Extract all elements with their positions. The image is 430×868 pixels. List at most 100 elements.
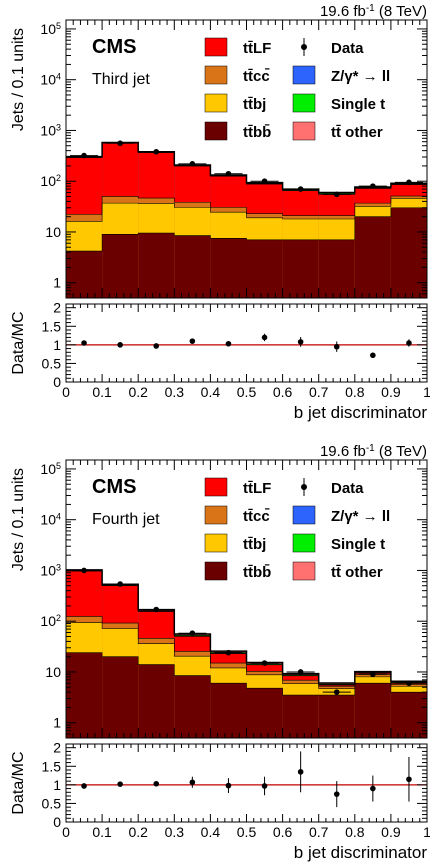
bar-ttbb-9: [390, 692, 427, 738]
ratio-panel: 00.511.520 0.1 0.2 0.3 0.4 0.5 0.6 0.7 0.8 0.9 1Da…: [10, 740, 430, 862]
bar-ttbb-2: [138, 233, 175, 298]
legend-label-3: Z/γ* → ll: [331, 68, 390, 85]
y-tick-label: 103: [40, 562, 61, 578]
panel-sublabel: Third jet: [92, 71, 150, 88]
legend-data-marker: [301, 484, 307, 490]
x-tick-label: 0.2: [128, 384, 148, 400]
x-tick-label: 0.1: [92, 384, 112, 400]
legend-label-6: tt̄bb̄: [243, 123, 271, 141]
legend-label-3: Z/γ* → ll: [331, 508, 390, 525]
ratio-y-axis-label: Data/MC: [10, 311, 27, 374]
ratio-y-tick-label: 1.5: [42, 758, 62, 774]
legend-label-2: tt̄cc̄: [243, 507, 270, 525]
bar-ttbb-7: [318, 239, 355, 298]
legend-swatch-6: [204, 121, 228, 141]
bar-ttbb-3: [174, 235, 211, 298]
stack-outline-0: [66, 207, 427, 252]
data-point-4: [225, 649, 232, 656]
y-axis-label: Jets / 0.1 units: [10, 28, 27, 131]
ratio-y-tick-label: 0.5: [42, 795, 62, 811]
data-point-9: [406, 179, 412, 186]
legend-label-5: Single t: [331, 96, 385, 113]
bar-ttbb-2: [138, 664, 175, 738]
data-point-0: [81, 152, 87, 159]
data-point-3: [189, 630, 196, 637]
experiment-label: CMS: [92, 36, 136, 58]
bar-ttbb-5: [246, 239, 283, 298]
data-point-9: [406, 680, 412, 687]
x-tick-label: 0.5: [237, 824, 257, 840]
data-point-2: [153, 606, 160, 613]
x-tick-label: 0.4: [201, 384, 221, 400]
bar-ttbb-6: [282, 695, 319, 738]
y-tick-label: 104: [40, 512, 61, 528]
x-tick-label: 0.5: [237, 384, 257, 400]
legend-label-5: Single t: [331, 536, 385, 553]
x-tick-label: 0.6: [273, 824, 293, 840]
legend-swatch-2: [204, 505, 228, 525]
bar-ttbb-1: [102, 656, 139, 738]
ratio-point-0: [81, 783, 87, 789]
x-tick-label: 0.8: [345, 384, 365, 400]
data-point-5: [261, 178, 268, 185]
legend-label-0: tt̄LF: [243, 40, 271, 57]
ratio-point-6: [297, 769, 304, 775]
bar-ttbb-1: [102, 234, 139, 298]
data-point-8: [370, 183, 376, 189]
data-point-6: [297, 186, 304, 192]
legend-label-2: tt̄cc̄: [243, 67, 270, 85]
bar-ttbb-4: [210, 238, 247, 298]
x-tick-label: 0: [62, 384, 70, 400]
data-point-4: [225, 170, 232, 177]
bar-ttbb-8: [354, 216, 391, 298]
legend-swatch-2: [204, 65, 228, 85]
ratio-point-9: [406, 776, 412, 783]
x-tick-label: 1: [423, 384, 430, 400]
x-tick-label: 0.3: [165, 384, 185, 400]
ratio-y-tick-label: 1.5: [42, 318, 62, 334]
x-tick-label: 0.9: [381, 384, 401, 400]
ratio-point-8: [370, 785, 376, 792]
stack-outline-2: [66, 195, 427, 216]
legend-swatch-7: [292, 561, 316, 581]
y-tick-label: 1: [53, 715, 61, 731]
experiment-label: CMS: [92, 476, 136, 498]
legend-label-6: tt̄bb̄: [243, 563, 271, 581]
bar-ttbb-7: [318, 695, 355, 738]
legend-label-7: tt̄ other: [331, 124, 383, 141]
y-tick-label: 10: [45, 224, 61, 240]
ratio-y-tick-label: 2: [53, 740, 61, 756]
y-tick-label: 10: [45, 664, 61, 680]
panel-sublabel: Fourth jet: [92, 511, 160, 528]
total-outline: [66, 141, 427, 194]
x-tick-label: 0: [62, 824, 70, 840]
ratio-point-9: [406, 340, 412, 346]
ratio-point-0: [81, 340, 87, 346]
legend-data-marker: [301, 44, 307, 50]
ratio-point-6: [297, 339, 304, 345]
x-tick-label: 0.7: [309, 384, 329, 400]
ratio-y-tick-label: 1: [53, 777, 61, 793]
data-point-8: [370, 671, 376, 678]
y-tick-label: 103: [40, 122, 61, 138]
lumi-label: 19.6 fb-1 (8 TeV): [320, 3, 427, 21]
data-point-5: [261, 660, 268, 666]
y-tick-label: 105: [40, 461, 61, 477]
y-tick-label: 102: [40, 613, 61, 629]
legend-swatch-3: [292, 505, 316, 525]
legend-label-4: tt̄bj: [243, 96, 266, 113]
ratio-point-4: [225, 340, 232, 347]
x-tick-label: 0.9: [381, 824, 401, 840]
y-tick-label: 105: [40, 21, 61, 37]
bar-ttbb-0: [66, 652, 103, 738]
legend-swatch-4: [204, 533, 228, 553]
ratio-y-tick-label: 0: [53, 374, 61, 390]
legend-swatch-5: [292, 93, 316, 113]
legend-swatch-0: [204, 477, 228, 497]
bar-ttbb-8: [354, 683, 391, 738]
x-tick-label: 0.7: [309, 824, 329, 840]
ratio-point-2: [153, 343, 160, 349]
